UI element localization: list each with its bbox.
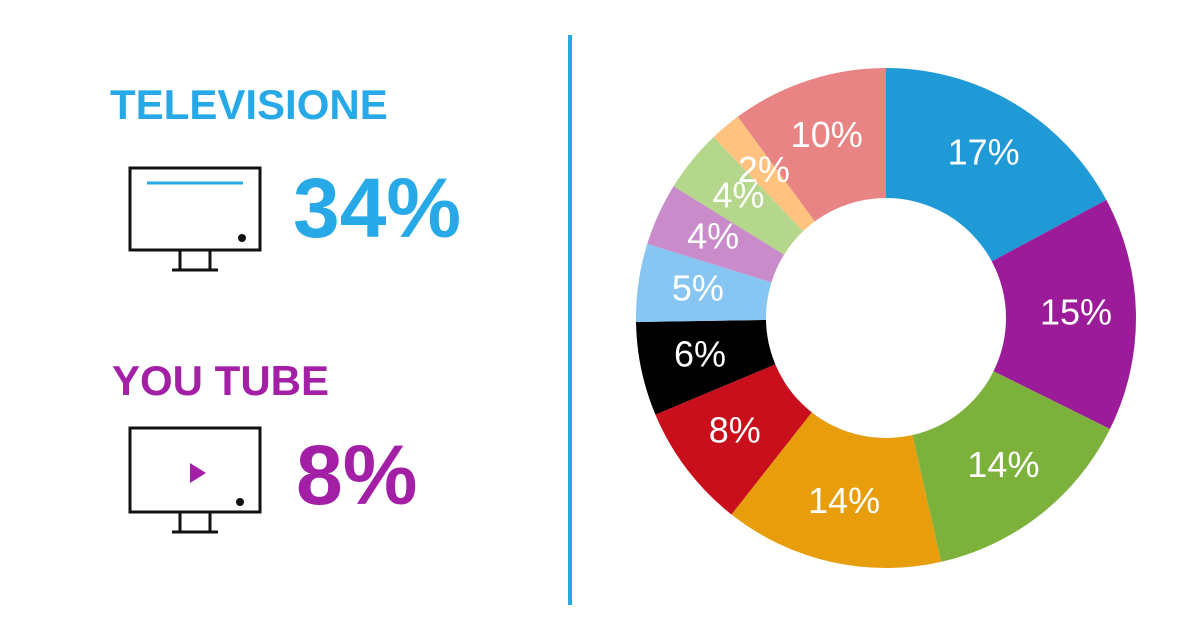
value-label: 4%: [713, 175, 765, 216]
donut-segment: [636, 243, 772, 322]
value-label: 10%: [791, 114, 863, 155]
value-label: 14%: [967, 444, 1039, 485]
donut-segment: [636, 319, 776, 415]
value-label: 17%: [948, 131, 1020, 172]
donut-segment: [647, 186, 785, 283]
donut-segment: [655, 364, 812, 515]
youtube-label: YOU TUBE: [112, 357, 329, 404]
value-label: 2%: [738, 149, 790, 190]
donut-segment: [713, 116, 815, 232]
donut-segment: [886, 68, 1107, 262]
tv-icon: [128, 166, 262, 272]
value-label: 14%: [808, 480, 880, 521]
value-label: 6%: [674, 333, 726, 374]
donut-segment: [912, 371, 1110, 562]
value-label: 5%: [672, 267, 724, 308]
donut-segment: [731, 412, 942, 568]
tv-share: 34%: [293, 161, 461, 255]
youtube-share: 8%: [296, 428, 417, 522]
value-label: 15%: [1040, 292, 1112, 333]
value-label: 8%: [709, 410, 761, 451]
donut-segment: [737, 68, 886, 222]
value-label: 4%: [687, 216, 739, 257]
tv-label: TELEVISIONE: [110, 81, 388, 128]
youtube-icon: [128, 426, 262, 534]
donut-segment: [991, 199, 1136, 430]
donut-segment: [673, 137, 804, 255]
